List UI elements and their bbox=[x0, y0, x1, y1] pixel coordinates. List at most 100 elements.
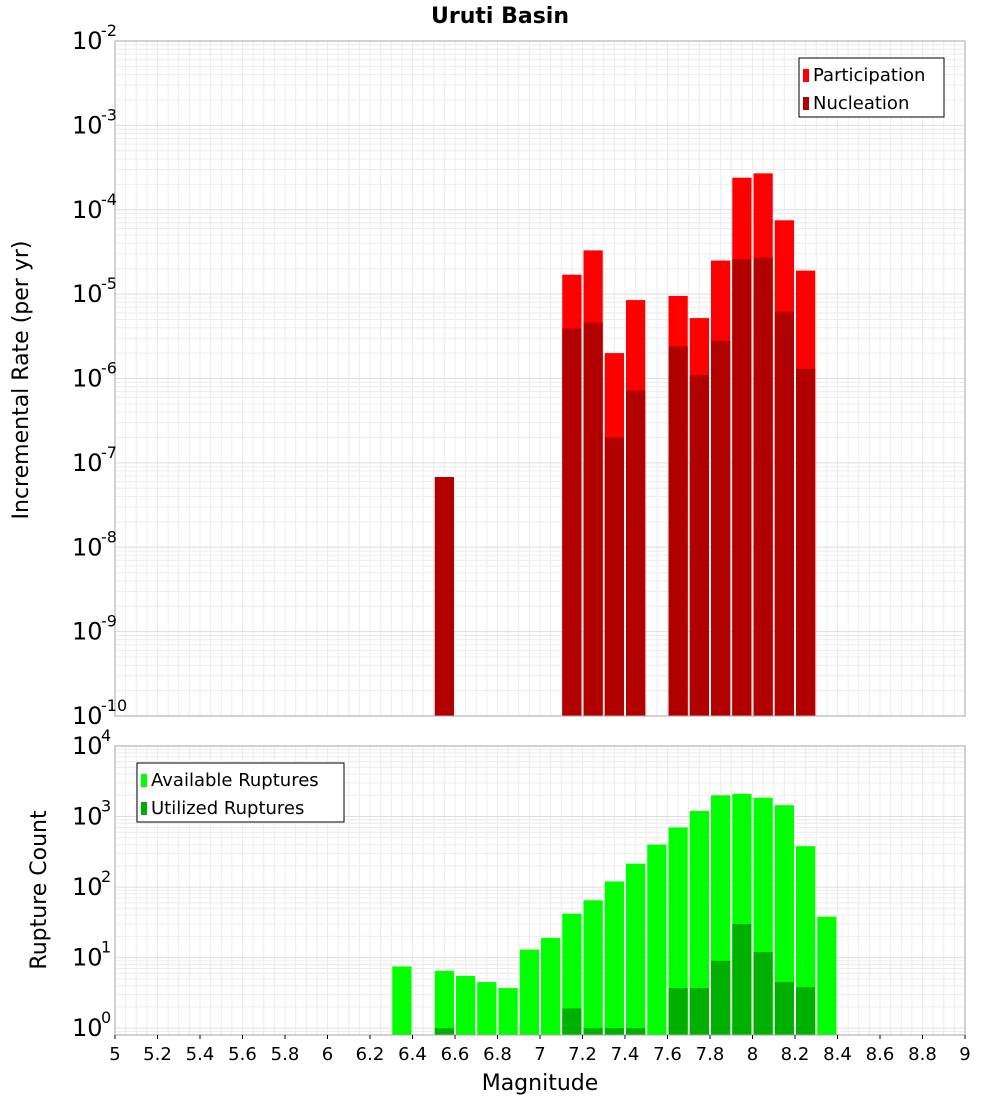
y-tick-label: 10-3 bbox=[72, 105, 117, 139]
y-tick-exponent: -5 bbox=[101, 274, 117, 293]
y-tick-exponent: -7 bbox=[101, 443, 117, 462]
x-tick-label: 5.8 bbox=[271, 1044, 300, 1065]
x-tick-label: 6.4 bbox=[398, 1044, 427, 1065]
y-tick-base: 10 bbox=[72, 365, 103, 393]
y-tick-exponent: -10 bbox=[101, 696, 127, 715]
bar-nucleation-7.75 bbox=[689, 375, 709, 716]
bar-utilized-ruptures-7.25 bbox=[583, 1028, 603, 1035]
x-tick-label: 5.2 bbox=[143, 1044, 172, 1065]
bar-available-ruptures-6.35 bbox=[392, 966, 412, 1035]
bar-available-ruptures-6.65 bbox=[456, 975, 476, 1035]
y-tick-exponent: 4 bbox=[101, 726, 111, 745]
bar-available-ruptures-6.85 bbox=[498, 988, 518, 1035]
legend-label: Available Ruptures bbox=[151, 770, 319, 791]
legend-label: Participation bbox=[813, 65, 925, 86]
bar-nucleation-7.95 bbox=[732, 259, 752, 716]
bar-utilized-ruptures-7.75 bbox=[689, 988, 709, 1035]
bar-utilized-ruptures-7.45 bbox=[626, 1028, 646, 1035]
y-tick-base: 10 bbox=[72, 533, 103, 561]
y-tick-base: 10 bbox=[72, 1014, 103, 1042]
bar-nucleation-7.35 bbox=[604, 437, 624, 716]
rate-plot-frame bbox=[114, 40, 966, 717]
rate-y-axis-label: Incremental Rate (per yr) bbox=[9, 241, 34, 520]
bar-utilized-ruptures-7.95 bbox=[732, 923, 752, 1035]
y-tick-exponent: 2 bbox=[101, 867, 111, 886]
x-tick-label: 9 bbox=[959, 1044, 970, 1065]
count-plot-legend: Available Ruptures Utilized Ruptures bbox=[136, 762, 345, 823]
y-tick-base: 10 bbox=[72, 702, 103, 730]
bar-utilized-ruptures-7.35 bbox=[604, 1028, 624, 1035]
bar-nucleation-7.45 bbox=[626, 390, 646, 716]
x-tick-label: 5 bbox=[109, 1044, 120, 1065]
legend-box bbox=[798, 57, 945, 118]
bar-nucleation-7.85 bbox=[711, 340, 731, 716]
bar-utilized-ruptures-7.15 bbox=[562, 1008, 582, 1035]
legend-box bbox=[136, 762, 345, 823]
y-tick-label: 103 bbox=[72, 797, 111, 831]
bar-available-ruptures-7.55 bbox=[647, 844, 667, 1035]
legend-swatch bbox=[803, 69, 809, 82]
bar-available-ruptures-7.25 bbox=[583, 900, 603, 1035]
bar-utilized-ruptures-7.85 bbox=[711, 960, 731, 1035]
bar-nucleation-7.25 bbox=[583, 322, 603, 716]
bar-nucleation-8.25 bbox=[796, 368, 816, 716]
legend-swatch bbox=[141, 774, 147, 787]
x-tick-label: 8.6 bbox=[866, 1044, 895, 1065]
bar-utilized-ruptures-8.15 bbox=[774, 982, 794, 1035]
y-tick-label: 10-9 bbox=[72, 612, 117, 646]
x-tick-label: 7.4 bbox=[611, 1044, 640, 1065]
legend-swatch bbox=[803, 97, 809, 110]
count-plot-x-ticks: 5 5.2 5.4 5.6 5.8 6 6.2 6.4 6.6 6.8 7 7.2 7.4 7.6 7.8 8… bbox=[109, 1035, 971, 1065]
bar-nucleation-6.55 bbox=[434, 477, 454, 716]
y-tick-label: 10-8 bbox=[72, 527, 117, 561]
y-tick-base: 10 bbox=[72, 449, 103, 477]
count-plot-bars bbox=[392, 793, 837, 1035]
x-axis-label: Magnitude bbox=[482, 1071, 599, 1096]
y-tick-exponent: -6 bbox=[101, 359, 117, 378]
y-tick-label: 104 bbox=[72, 726, 111, 760]
x-tick-label: 7.6 bbox=[653, 1044, 682, 1065]
legend-label: Utilized Ruptures bbox=[151, 798, 304, 819]
x-tick-label: 7.8 bbox=[696, 1044, 725, 1065]
bar-available-ruptures-7.15 bbox=[562, 913, 582, 1035]
bar-available-ruptures-6.55 bbox=[434, 970, 454, 1035]
rate-plot-grid bbox=[114, 41, 966, 717]
y-tick-base: 10 bbox=[72, 280, 103, 308]
bar-utilized-ruptures-6.55 bbox=[434, 1028, 454, 1035]
rate-plot-legend: Participation Nucleation bbox=[798, 57, 945, 118]
y-tick-exponent: -4 bbox=[101, 190, 117, 209]
x-tick-label: 8.8 bbox=[908, 1044, 937, 1065]
y-tick-exponent: -2 bbox=[101, 21, 117, 40]
y-tick-exponent: 0 bbox=[101, 1008, 111, 1027]
bar-nucleation-7.15 bbox=[562, 328, 582, 716]
y-tick-base: 10 bbox=[72, 111, 103, 139]
bar-available-ruptures-6.75 bbox=[477, 982, 497, 1035]
x-tick-label: 6.2 bbox=[356, 1044, 385, 1065]
x-tick-label: 6.6 bbox=[441, 1044, 470, 1065]
y-tick-base: 10 bbox=[72, 27, 103, 55]
y-tick-base: 10 bbox=[72, 196, 103, 224]
chart-title: Uruti Basin bbox=[431, 4, 569, 29]
bar-available-ruptures-7.65 bbox=[668, 827, 688, 1035]
y-tick-label: 10-2 bbox=[72, 21, 117, 55]
rate-plot-bars bbox=[434, 173, 816, 717]
y-tick-label: 10-7 bbox=[72, 443, 117, 477]
bar-nucleation-7.65 bbox=[668, 346, 688, 716]
y-tick-label: 100 bbox=[72, 1008, 111, 1042]
x-tick-label: 5.4 bbox=[186, 1044, 215, 1065]
bar-available-ruptures-8.35 bbox=[817, 916, 837, 1035]
bar-utilized-ruptures-8.25 bbox=[796, 987, 816, 1035]
y-tick-label: 102 bbox=[72, 867, 111, 901]
legend-label: Nucleation bbox=[813, 93, 909, 114]
y-tick-label: 101 bbox=[72, 938, 111, 972]
y-tick-base: 10 bbox=[72, 732, 103, 760]
bar-available-ruptures-8.15 bbox=[774, 805, 794, 1035]
y-tick-label: 10-6 bbox=[72, 359, 117, 393]
y-tick-exponent: -8 bbox=[101, 527, 117, 546]
y-tick-label: 10-10 bbox=[72, 696, 127, 730]
y-tick-exponent: 1 bbox=[101, 938, 111, 957]
y-tick-label: 10-5 bbox=[72, 274, 117, 308]
x-tick-label: 8.2 bbox=[781, 1044, 810, 1065]
x-tick-label: 6 bbox=[322, 1044, 333, 1065]
